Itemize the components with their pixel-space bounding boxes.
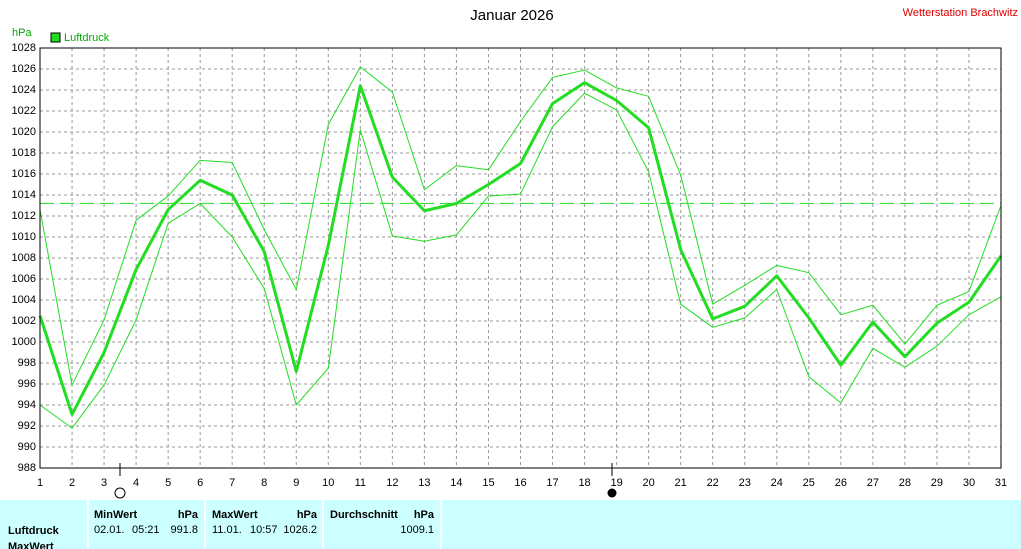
cell-date: 11.01. bbox=[212, 524, 242, 536]
y-tick-label: 1000 bbox=[12, 336, 36, 348]
cell-time: 10:57 bbox=[250, 524, 278, 536]
column-unit: hPa bbox=[297, 509, 318, 521]
x-tick-label: 13 bbox=[418, 477, 430, 489]
chart-title: Januar 2026 bbox=[470, 7, 553, 24]
x-tick-label: 30 bbox=[963, 477, 975, 489]
table: MinWert hPa MaxWert hPa Durchschnitt hPa… bbox=[8, 500, 442, 549]
cell-value: 1009.1 bbox=[400, 524, 434, 536]
y-tick-label: 1022 bbox=[12, 105, 36, 117]
y-tick-label: 1020 bbox=[12, 126, 36, 138]
y-tick-label: 994 bbox=[18, 399, 36, 411]
x-tick-label: 9 bbox=[293, 477, 299, 489]
cell-time: 05:21 bbox=[132, 524, 160, 536]
grid bbox=[39, 47, 1002, 469]
column-title: MinWert bbox=[94, 509, 138, 521]
x-tick-label: 19 bbox=[610, 477, 622, 489]
full-moon bbox=[114, 487, 126, 499]
x-tick-label: 24 bbox=[771, 477, 783, 489]
x-tick-label: 21 bbox=[675, 477, 687, 489]
y-tick-label: 1018 bbox=[12, 147, 36, 159]
y-tick-label: 990 bbox=[18, 441, 36, 453]
x-tick-label: 11 bbox=[355, 477, 366, 489]
legend-swatch bbox=[50, 32, 61, 43]
y-tick-label: 1014 bbox=[12, 189, 36, 201]
y-tick-label: 1004 bbox=[12, 294, 36, 306]
y-tick-label: 1028 bbox=[12, 42, 36, 54]
cell-value: 991.8 bbox=[170, 524, 198, 536]
y-axis-label: hPa bbox=[12, 27, 32, 39]
x-tick-label: 10 bbox=[322, 477, 334, 489]
x-tick-label: 25 bbox=[803, 477, 815, 489]
row-label: MaxWert bbox=[8, 541, 54, 549]
y-tick-label: 1008 bbox=[12, 252, 36, 264]
y-tick-label: 1010 bbox=[12, 231, 36, 243]
x-tick-label: 1 bbox=[37, 477, 43, 489]
new-moon bbox=[607, 488, 617, 498]
cell-date: 02.01. bbox=[94, 524, 125, 536]
x-tick-label: 20 bbox=[643, 477, 655, 489]
plot-border bbox=[39, 47, 1002, 469]
y-tick-label: 1006 bbox=[12, 273, 36, 285]
x-tick-label: 22 bbox=[707, 477, 719, 489]
y-tick-label: 1012 bbox=[12, 210, 36, 222]
line-series bbox=[38, 81, 1003, 416]
y-tick-label: 1002 bbox=[12, 315, 36, 327]
x-tick-label: 23 bbox=[739, 477, 751, 489]
x-tick-label: 8 bbox=[261, 477, 267, 489]
x-tick-label: 18 bbox=[578, 477, 590, 489]
source: Wetterstation Brachwitz bbox=[903, 7, 1018, 19]
line-series bbox=[39, 92, 1002, 429]
x-tick-label: 14 bbox=[450, 477, 462, 489]
x-tick-label: 2 bbox=[69, 477, 75, 489]
column-unit: hPa bbox=[414, 509, 435, 521]
legend-label: Luftdruck bbox=[64, 32, 110, 44]
x-tick-label: 5 bbox=[165, 477, 171, 489]
x-tick-label: 31 bbox=[995, 477, 1007, 489]
x-tick-label: 16 bbox=[514, 477, 526, 489]
x-tick-label: 15 bbox=[482, 477, 494, 489]
cell-value: 1026.2 bbox=[283, 524, 317, 536]
y-tick-label: 1016 bbox=[12, 168, 36, 180]
column-title: MaxWert bbox=[212, 509, 258, 521]
x-tick-label: 6 bbox=[197, 477, 203, 489]
column-unit: hPa bbox=[178, 509, 199, 521]
row-label: Luftdruck bbox=[8, 525, 60, 537]
y-tick-label: 1024 bbox=[12, 84, 36, 96]
y-tick-label: 996 bbox=[18, 378, 36, 390]
y-tick-label: 988 bbox=[18, 462, 36, 474]
x-tick-label: 29 bbox=[931, 477, 943, 489]
line-series bbox=[39, 66, 1002, 386]
x-tick-label: 26 bbox=[835, 477, 847, 489]
y-tick-label: 998 bbox=[18, 357, 36, 369]
x-tick-label: 4 bbox=[133, 477, 139, 489]
table-background bbox=[0, 500, 1021, 549]
column-title: Durchschnitt bbox=[330, 509, 398, 521]
y-tick-label: 1026 bbox=[12, 63, 36, 75]
x-tick-label: 28 bbox=[899, 477, 911, 489]
x-tick-label: 3 bbox=[101, 477, 107, 489]
y-tick-label: 992 bbox=[18, 420, 36, 432]
x-tick-label: 7 bbox=[229, 477, 235, 489]
x-tick-label: 17 bbox=[546, 477, 558, 489]
x-tick-label: 27 bbox=[867, 477, 879, 489]
x-tick-label: 12 bbox=[386, 477, 398, 489]
